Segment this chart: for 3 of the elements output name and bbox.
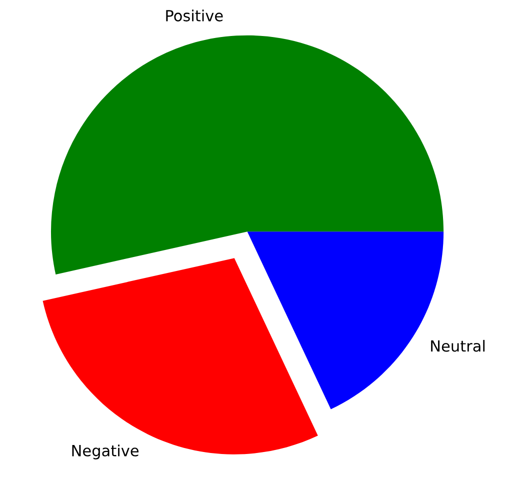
slice-label: Negative [72, 444, 139, 460]
slice-label: Positive [166, 10, 223, 22]
slice-label: Neutral [431, 340, 485, 352]
